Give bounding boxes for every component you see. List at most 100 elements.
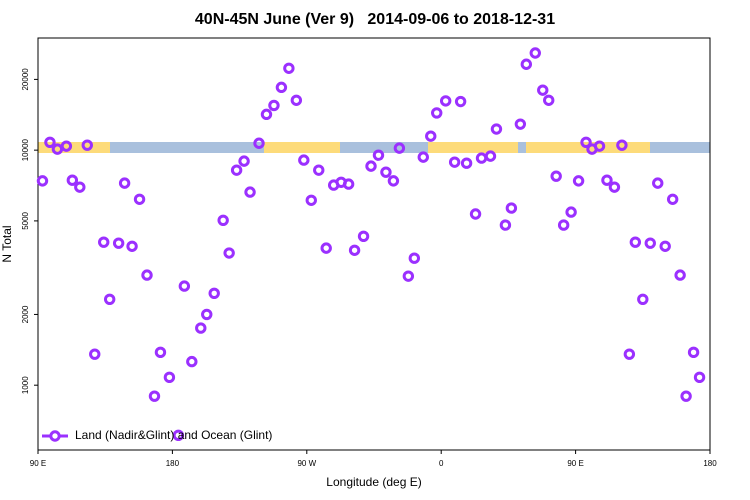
data-point <box>89 348 101 360</box>
data-point <box>666 193 679 205</box>
data-point <box>623 348 636 360</box>
data-point <box>342 178 355 190</box>
data-point <box>36 175 49 187</box>
data-point <box>448 156 461 168</box>
data-point <box>365 160 377 172</box>
x-tick-label: 180 <box>166 459 180 468</box>
data-point <box>217 214 229 226</box>
legend-text: Land (Nadir&Glint) and Ocean (Glint) <box>75 428 272 442</box>
data-point <box>163 371 176 384</box>
data-point <box>98 236 110 248</box>
y-tick-label: 2000 <box>21 305 30 323</box>
land-ocean-band <box>38 142 710 153</box>
data-point <box>313 164 325 176</box>
chart-title: 40N-45N June (Ver 9) 2014-09-06 to 2018-… <box>195 11 555 28</box>
data-point <box>320 242 332 254</box>
data-point <box>402 270 415 282</box>
data-point <box>505 202 518 214</box>
data-point <box>260 108 273 121</box>
data-point <box>178 280 191 292</box>
data-point <box>490 123 503 135</box>
data-point <box>186 355 198 368</box>
plot-frame <box>37 37 711 451</box>
y-tick-label: 5000 <box>21 211 30 229</box>
data-point <box>253 137 265 149</box>
data-point <box>529 47 541 59</box>
data-point <box>298 154 310 166</box>
data-point <box>66 174 79 186</box>
data-point <box>537 84 549 96</box>
x-tick-label: 0 <box>439 459 444 468</box>
data-point <box>387 175 400 187</box>
data-point <box>372 149 385 161</box>
data-point <box>693 371 706 384</box>
y-tick-label: 20000 <box>21 68 30 91</box>
data-point <box>543 94 555 106</box>
data-point <box>223 247 235 259</box>
data-point <box>238 155 250 167</box>
data-point <box>195 322 207 334</box>
data-point <box>652 177 664 189</box>
data-point <box>268 99 280 112</box>
x-tick-label: 90 E <box>567 459 583 468</box>
data-point <box>550 170 562 182</box>
x-tick-label: 90 E <box>30 459 46 468</box>
data-point <box>644 237 656 249</box>
data-point <box>348 244 361 256</box>
data-point <box>290 94 303 106</box>
data-point <box>112 237 125 249</box>
data-point <box>593 140 606 152</box>
data-point <box>74 181 86 193</box>
y-axis-label: N Total <box>0 225 14 262</box>
data-point <box>674 269 686 281</box>
data-point <box>44 136 56 148</box>
x-axis-label: Longitude (deg E) <box>326 475 421 489</box>
data-point <box>244 186 256 198</box>
data-point <box>475 152 488 164</box>
data-point <box>572 175 585 187</box>
data-point <box>103 293 116 305</box>
data-point <box>608 181 621 193</box>
data-point <box>393 142 406 154</box>
data-point <box>408 252 421 264</box>
data-point <box>616 139 628 151</box>
data-point <box>431 107 443 119</box>
data-point <box>514 118 527 130</box>
data-point <box>133 193 146 205</box>
y-tick-label: 1000 <box>21 376 30 394</box>
data-point <box>484 150 497 162</box>
data-point <box>580 136 592 148</box>
data-point <box>469 208 482 220</box>
data-point <box>172 429 185 442</box>
data-point <box>148 390 161 402</box>
data-point <box>357 230 370 242</box>
data-point <box>60 140 73 152</box>
data-point <box>659 240 671 252</box>
data-point <box>126 240 138 252</box>
legend-marker <box>49 430 61 442</box>
data-point <box>305 194 317 206</box>
data-point <box>454 95 467 108</box>
x-tick-label: 180 <box>703 459 717 468</box>
y-tick-label: 10000 <box>21 138 30 161</box>
data-point <box>283 62 295 74</box>
data-point <box>81 139 93 151</box>
data-point <box>520 58 533 70</box>
data-point <box>208 287 220 300</box>
data-point <box>637 293 649 305</box>
data-point <box>275 81 288 94</box>
data-point <box>557 219 570 231</box>
data-point <box>154 346 167 359</box>
data-point <box>565 206 577 218</box>
data-point <box>417 151 429 163</box>
data-point <box>629 236 642 248</box>
data-point <box>687 346 700 359</box>
data-point <box>680 390 692 402</box>
data-point <box>439 95 452 107</box>
data-point <box>601 174 613 186</box>
data-point <box>230 164 243 176</box>
data-point <box>425 130 437 142</box>
data-point <box>201 308 213 321</box>
data-point <box>118 177 131 189</box>
